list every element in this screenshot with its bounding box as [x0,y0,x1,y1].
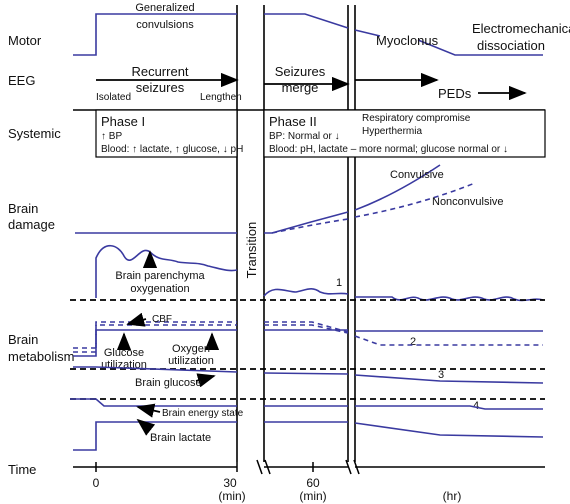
phase1-title: Phase I [101,114,145,129]
row-label-eeg: EEG [8,73,35,88]
row-label-brain-damage-1: Brain [8,201,38,216]
brain-lactate-track [73,421,544,451]
phase2-box [263,109,546,158]
row-label-brain-metabolism-2: metabolism [8,349,74,364]
phase2-hyperthermia: Hyperthermia [362,126,422,137]
transition-label: Transition [244,222,259,279]
brain-damage-track [75,164,476,234]
time-tick-0: 0 [93,476,100,490]
phase1-bp: ↑ BP [101,131,122,142]
row-label-time: Time [8,462,36,477]
time-tick-30: 30 [223,476,237,490]
motor-track [73,13,543,56]
parenchyma-1: Brain parenchyma [115,270,205,282]
row-label-brain-damage-2: damage [8,217,55,232]
phase2-title: Phase II [269,114,317,129]
phase2-bp: BP: Normal or ↓ [269,131,340,142]
eeg-recurrent-2: seizures [136,80,185,95]
brain-glucose-label: Brain glucose [135,377,202,389]
oxygen-util-2: utilization [168,355,214,367]
cbf-label: CBF [152,314,172,325]
damage-convulsive: Convulsive [390,169,444,181]
marker-1: 1 [336,277,342,289]
motor-myoclonus: Myoclonus [376,33,439,48]
eeg-peds: PEDs [438,86,472,101]
glucose-util-1: Glucose [104,347,144,359]
brain-glucose-track [73,366,544,384]
eeg-seizures-merge-1: Seizures [275,64,326,79]
time-unit-min-b: (min) [299,489,326,503]
eeg-seizures-merge-2: merge [282,80,319,95]
brain-lactate-label: Brain lactate [150,432,211,444]
time-unit-hr: (hr) [443,489,462,503]
time-axis [73,459,545,475]
time-unit-min-a: (min) [218,489,245,503]
motor-generalized-2: convulsions [136,19,194,31]
eeg-arrows [96,72,527,101]
brain-energy-label: Brain energy state [162,408,244,419]
parenchyma-2: oxygenation [130,283,189,295]
phase2-resp: Respiratory compromise [362,113,471,124]
phase1-box [95,109,238,158]
damage-nonconvulsive: Nonconvulsive [432,196,504,208]
brain-energy-track [70,398,543,410]
eeg-lengthen: Lengthen [200,92,242,103]
eeg-recurrent-1: Recurrent [131,64,188,79]
reference-lines [70,299,545,400]
row-label-brain-metabolism-1: Brain [8,332,38,347]
motor-electromech-1: Electromechanical [472,21,570,36]
row-label-systemic: Systemic [8,126,61,141]
motor-generalized-1: Generalized [135,2,194,14]
phase2-blood: Blood: pH, lactate – more normal; glucos… [269,144,508,155]
time-tick-60: 60 [306,476,320,490]
cbf-utilization-track [73,321,543,357]
marker-4: 4 [473,400,479,412]
oxygen-util-1: Oxygen [172,343,210,355]
row-label-motor: Motor [8,33,42,48]
motor-electromech-2: dissociation [477,38,545,53]
marker-3: 3 [438,369,444,381]
marker-2: 2 [410,336,416,348]
eeg-isolated: Isolated [96,92,131,103]
phase1-blood: Blood: ↑ lactate, ↑ glucose, ↓ pH [101,144,243,155]
